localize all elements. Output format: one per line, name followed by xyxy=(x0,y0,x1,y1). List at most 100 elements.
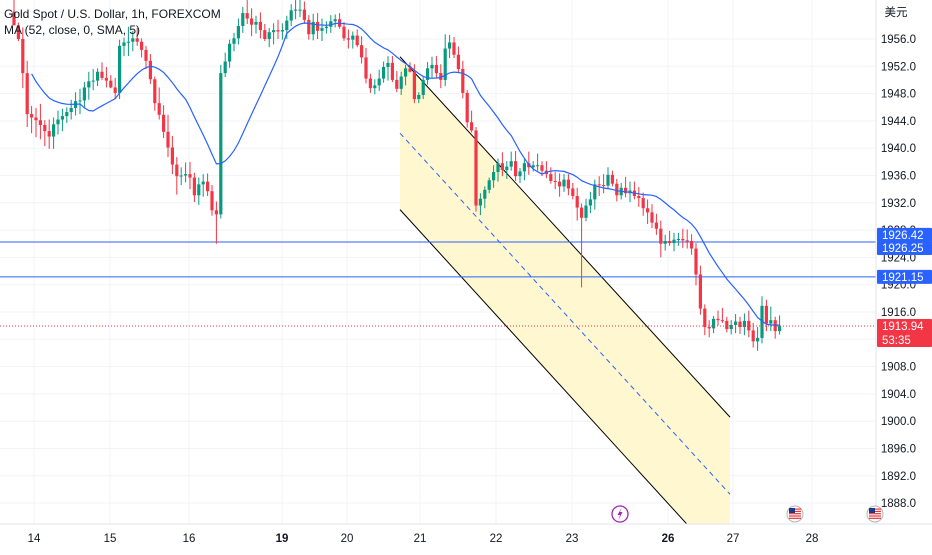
flag-stripe xyxy=(869,513,881,515)
candle-body xyxy=(483,189,487,199)
candle-body xyxy=(60,116,64,120)
channel-group xyxy=(399,56,731,550)
event-icons[interactable] xyxy=(611,505,884,523)
channel-upper-line[interactable] xyxy=(399,56,731,418)
candle-body xyxy=(113,87,117,93)
candle-body xyxy=(496,163,500,173)
candle-body xyxy=(245,13,249,19)
candle-body xyxy=(148,60,152,80)
date-tick-label: 15 xyxy=(104,533,117,545)
flag-stripe xyxy=(789,513,801,515)
candle-body xyxy=(760,305,764,338)
candle-body xyxy=(329,21,333,27)
chart-legend: Gold Spot / U.S. Dollar, 1h, FOREXCOM MA… xyxy=(4,6,221,38)
price-tag-bg xyxy=(877,319,932,348)
candle-body xyxy=(430,64,434,69)
dividend-lightning-icon[interactable] xyxy=(611,505,629,523)
candle-body xyxy=(602,185,606,187)
candle-body xyxy=(232,38,236,44)
candle-body xyxy=(285,20,289,31)
candle-body xyxy=(144,49,148,61)
time-axis[interactable]: 14 15 16 19 20 21 22 23 26 27 28 xyxy=(28,533,819,545)
parallel-channel[interactable] xyxy=(399,56,731,550)
candle-body xyxy=(386,62,390,67)
candle-body xyxy=(360,45,364,58)
candle-body xyxy=(412,71,416,100)
price-tick-label: 1904.0 xyxy=(881,389,916,401)
candle-body xyxy=(439,73,443,80)
candle-body xyxy=(324,26,328,29)
candle-body xyxy=(668,241,672,244)
candle-body xyxy=(219,73,223,215)
candle-body xyxy=(408,68,412,72)
candlesticks xyxy=(12,0,782,351)
candle-body xyxy=(30,114,34,118)
candle-body xyxy=(575,195,579,208)
candle-body xyxy=(280,30,284,32)
candle-body xyxy=(162,114,166,132)
candle-body xyxy=(448,42,452,49)
candle-body xyxy=(694,248,698,275)
channel-lower-line[interactable] xyxy=(399,209,730,550)
us-flag-event-icon[interactable] xyxy=(786,505,804,523)
channel-median-line[interactable] xyxy=(399,132,731,495)
candle-body xyxy=(676,238,680,240)
candle-body xyxy=(175,164,179,177)
candle-body xyxy=(588,199,592,206)
hline-price-tag: 1921.15 xyxy=(877,269,932,284)
candle-body xyxy=(109,80,113,88)
candle-body xyxy=(166,131,170,148)
candle-body xyxy=(531,165,535,168)
candle-body xyxy=(65,112,69,117)
candle-body xyxy=(637,195,641,199)
candle-body xyxy=(593,184,597,200)
candle-body xyxy=(333,19,337,22)
date-tick-label: 27 xyxy=(727,533,740,545)
candle-body xyxy=(434,64,438,74)
candle-body xyxy=(663,241,667,244)
price-tick-label: 1900.0 xyxy=(881,416,916,428)
symbol-title[interactable]: Gold Spot / U.S. Dollar, 1h, FOREXCOM xyxy=(4,7,221,21)
candle-body xyxy=(87,81,91,88)
candle-body xyxy=(720,320,724,322)
candle-body xyxy=(351,35,355,40)
price-tick-label: 1916.0 xyxy=(881,307,916,319)
date-tick-label: 23 xyxy=(566,533,579,545)
candle-body xyxy=(725,320,729,330)
candle-body xyxy=(487,180,491,190)
price-tick-label: 1936.0 xyxy=(881,171,916,183)
candle-body xyxy=(131,38,135,42)
candle-body xyxy=(597,184,601,186)
price-tag-text: 1913.94 xyxy=(882,321,924,333)
candle-body xyxy=(302,9,306,20)
price-tick-label: 1952.0 xyxy=(881,61,916,73)
price-tick-label: 1956.0 xyxy=(881,34,916,46)
candle-body xyxy=(78,100,82,102)
candle-body xyxy=(104,77,108,81)
last-price-tag: 1913.94 53:35 xyxy=(877,319,932,348)
candle-body xyxy=(672,239,676,244)
countdown-text: 53:35 xyxy=(882,335,911,347)
us-flag-event-icon[interactable] xyxy=(866,505,884,523)
candle-body xyxy=(258,21,262,31)
flag-canton xyxy=(789,508,795,513)
candle-body xyxy=(659,228,663,244)
horizontal-lines[interactable] xyxy=(0,241,876,278)
ma-indicator-label[interactable]: MA (52, close, 0, SMA, 5) xyxy=(4,23,141,37)
price-tick-label: 1940.0 xyxy=(881,143,916,155)
candle-body xyxy=(373,85,377,89)
date-tick-label: 22 xyxy=(490,533,503,545)
candle-body xyxy=(540,165,544,171)
candle-body xyxy=(443,48,447,80)
candle-body xyxy=(179,175,183,177)
date-tick-label: 19 xyxy=(276,533,289,545)
candle-body xyxy=(716,318,720,321)
candle-body xyxy=(390,62,394,80)
candle-body xyxy=(606,174,610,186)
candle-body xyxy=(549,174,553,181)
candle-body xyxy=(703,308,707,328)
candle-body xyxy=(465,92,469,123)
candle-body xyxy=(254,21,258,25)
